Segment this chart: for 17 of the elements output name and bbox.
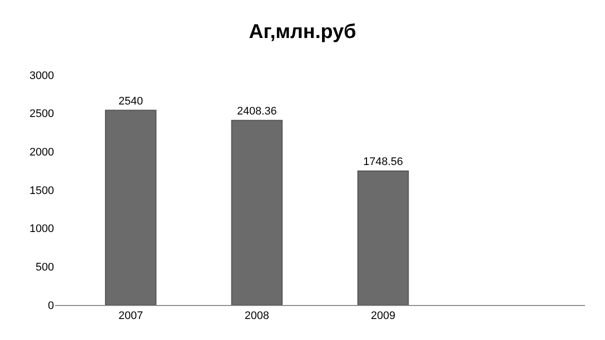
x-tick-label: 2008 (244, 310, 270, 322)
bar (231, 120, 283, 305)
bar (104, 110, 156, 305)
y-tick-label: 1500 (30, 184, 54, 197)
y-tick-label: 0 (48, 300, 54, 312)
chart-title: Аг,млн.руб (248, 20, 356, 43)
x-tick-label: 2007 (118, 310, 143, 322)
y-tick-label: 500 (36, 262, 54, 274)
data-label: 1748.56 (363, 156, 403, 168)
data-label: 2540 (118, 95, 143, 108)
x-tick-label: 2009 (370, 310, 396, 322)
y-tick-label: 2000 (30, 146, 54, 159)
y-tick-label: 2500 (30, 108, 54, 120)
data-label: 2408.36 (237, 105, 277, 118)
bar (357, 170, 409, 305)
y-tick-label: 1000 (30, 223, 54, 236)
y-tick-label: 3000 (30, 70, 54, 82)
